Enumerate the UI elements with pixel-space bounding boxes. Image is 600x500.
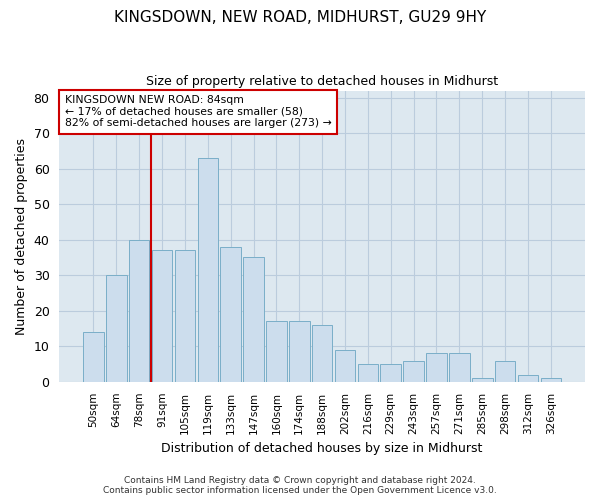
Bar: [449, 354, 470, 382]
Text: KINGSDOWN NEW ROAD: 84sqm
← 17% of detached houses are smaller (58)
82% of semi-: KINGSDOWN NEW ROAD: 84sqm ← 17% of detac…: [65, 95, 331, 128]
Bar: [289, 322, 310, 382]
Bar: [541, 378, 561, 382]
Bar: [129, 240, 149, 382]
Bar: [518, 374, 538, 382]
Bar: [426, 354, 447, 382]
Bar: [380, 364, 401, 382]
Text: KINGSDOWN, NEW ROAD, MIDHURST, GU29 9HY: KINGSDOWN, NEW ROAD, MIDHURST, GU29 9HY: [114, 10, 486, 25]
Bar: [83, 332, 104, 382]
Title: Size of property relative to detached houses in Midhurst: Size of property relative to detached ho…: [146, 75, 498, 88]
Bar: [266, 322, 287, 382]
Bar: [220, 247, 241, 382]
Bar: [495, 360, 515, 382]
Bar: [106, 276, 127, 382]
Bar: [243, 258, 264, 382]
Bar: [335, 350, 355, 382]
Bar: [152, 250, 172, 382]
Text: Contains HM Land Registry data © Crown copyright and database right 2024.
Contai: Contains HM Land Registry data © Crown c…: [103, 476, 497, 495]
Bar: [312, 325, 332, 382]
Bar: [358, 364, 378, 382]
Bar: [197, 158, 218, 382]
Bar: [175, 250, 195, 382]
Bar: [472, 378, 493, 382]
X-axis label: Distribution of detached houses by size in Midhurst: Distribution of detached houses by size …: [161, 442, 483, 455]
Y-axis label: Number of detached properties: Number of detached properties: [15, 138, 28, 334]
Bar: [403, 360, 424, 382]
